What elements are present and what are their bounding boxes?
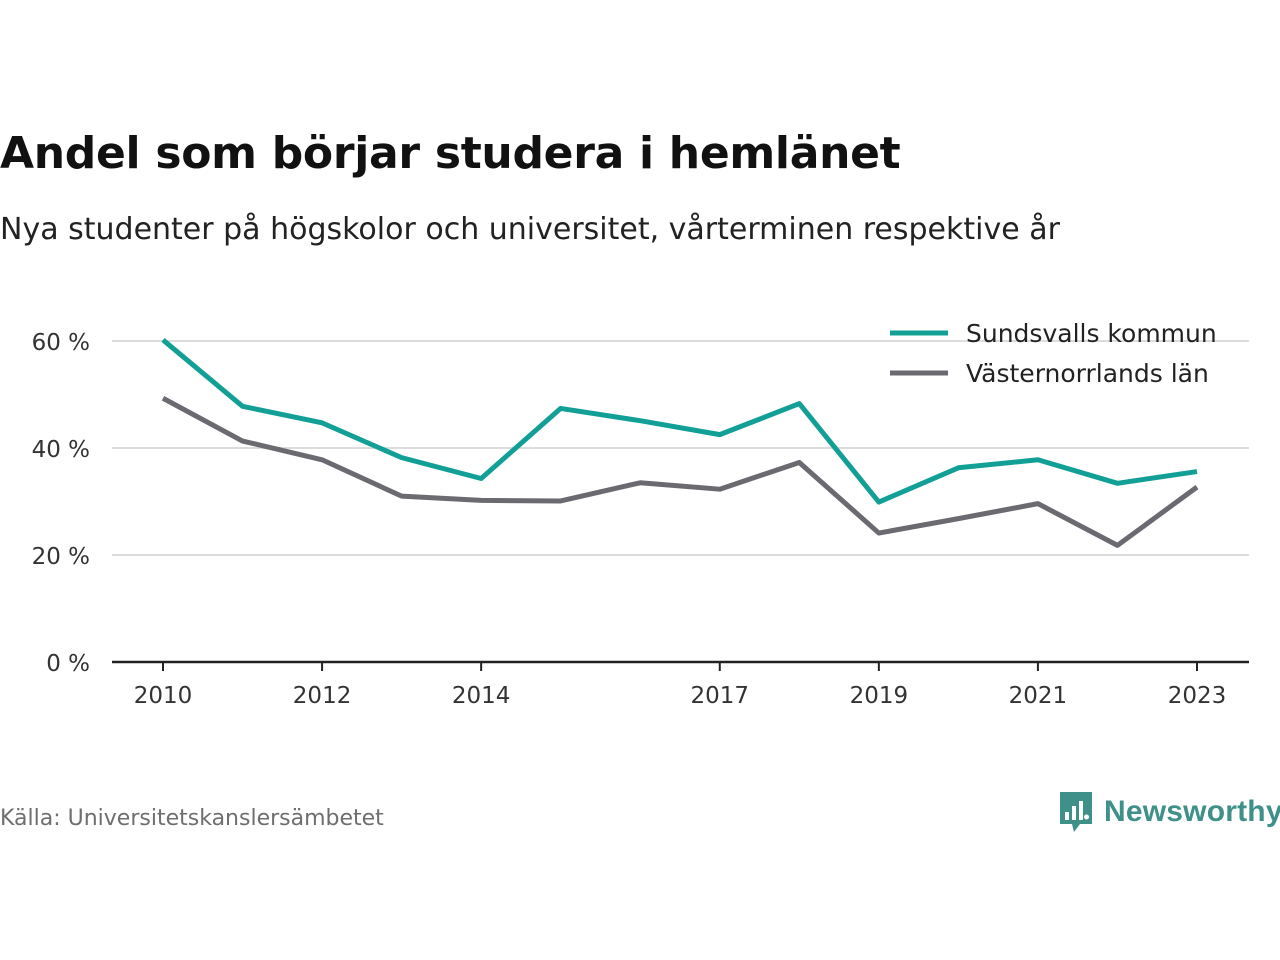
x-tick-label: 2014 — [452, 683, 511, 709]
brand-logo: Newsworthy — [1058, 790, 1280, 834]
legend-label: Sundsvalls kommun — [966, 319, 1217, 348]
legend: Sundsvalls kommun Västernorrlands län — [890, 319, 1217, 388]
x-tick-label: 2021 — [1009, 683, 1068, 709]
brand-name: Newsworthy — [1104, 795, 1280, 828]
y-axis-ticks: 0 % 20 % 40 % 60 % — [32, 330, 90, 677]
x-tick-label: 2017 — [690, 683, 749, 709]
x-tick-label: 2012 — [293, 683, 352, 709]
x-tick-label: 2019 — [850, 683, 909, 709]
chart-subtitle: Nya studenter på högskolor och universit… — [0, 212, 1060, 247]
x-axis: 2010 2012 2014 2017 2019 2021 2023 — [112, 660, 1249, 709]
series-line-1 — [161, 338, 1198, 505]
y-tick-label: 40 % — [32, 437, 90, 463]
y-tick-label: 0 % — [46, 651, 90, 677]
newsworthy-logo-icon — [1060, 792, 1092, 832]
legend-label: Västernorrlands län — [966, 359, 1209, 388]
y-tick-label: 20 % — [32, 544, 90, 570]
x-tick-label: 2023 — [1168, 683, 1227, 709]
chart-title: Andel som börjar studera i hemlänet — [0, 128, 901, 179]
series-lines — [161, 338, 1199, 548]
grid-lines — [112, 340, 1249, 556]
source-note: Källa: Universitetskanslersämbetet — [0, 806, 384, 831]
y-tick-label: 60 % — [32, 330, 90, 356]
series-line-2 — [161, 396, 1199, 548]
x-tick-label: 2010 — [134, 683, 193, 709]
